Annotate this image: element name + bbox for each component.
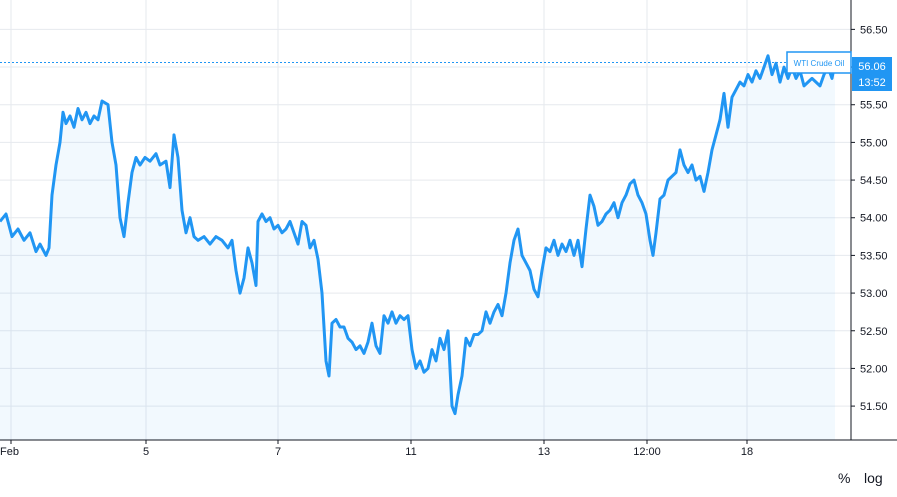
- series-label-box: WTI Crude Oil: [786, 51, 852, 74]
- x-tick-label: 18: [741, 446, 753, 458]
- x-tick-label: Feb: [0, 446, 19, 458]
- x-tick-label: 11: [405, 446, 416, 458]
- series-label-text: WTI Crude Oil: [794, 59, 845, 68]
- x-axis-ticks: Feb 5 7 11 13 12:00 18: [0, 440, 753, 458]
- y-tick-label: 52.50: [860, 326, 888, 338]
- area-fill: [0, 55, 835, 441]
- x-tick-label: 5: [143, 446, 149, 458]
- x-tick-label: 7: [275, 446, 281, 458]
- x-tick-label: 13: [538, 446, 550, 458]
- y-tick-label: 55.50: [860, 100, 888, 112]
- last-value-text: 56.06: [858, 61, 886, 73]
- y-tick-label: 56.50: [860, 24, 888, 36]
- y-tick-label: 52.00: [860, 363, 888, 375]
- log-scale-button[interactable]: log: [864, 470, 883, 486]
- y-tick-label: 51.50: [860, 401, 888, 413]
- y-tick-label: 53.50: [860, 250, 888, 262]
- price-area: [0, 54, 837, 441]
- y-tick-label: 54.50: [860, 175, 888, 187]
- last-value-time: 13:52: [858, 77, 886, 89]
- percent-scale-button[interactable]: %: [838, 470, 851, 486]
- x-tick-label: 12:00: [633, 446, 661, 458]
- last-value-badge: 56.06 13:52: [852, 57, 892, 91]
- y-tick-label: 54.00: [860, 213, 888, 225]
- y-tick-label: 53.00: [860, 288, 888, 300]
- price-line: [0, 54, 837, 416]
- grid-lines: [0, 0, 851, 440]
- y-tick-label: 55.00: [860, 137, 888, 149]
